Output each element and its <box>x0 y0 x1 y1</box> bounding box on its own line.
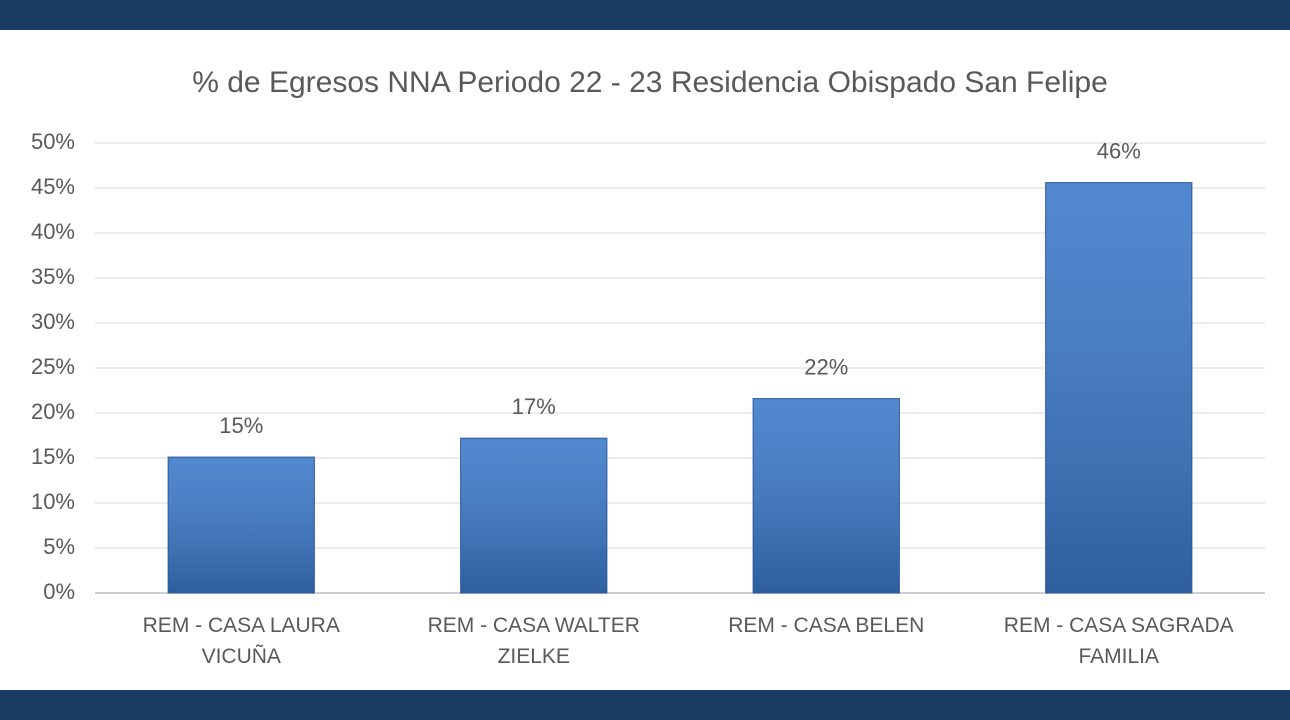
y-tick-label: 45% <box>31 174 75 199</box>
top-band <box>0 0 1290 30</box>
x-tick-label: REM - CASA SAGRADA FAMILIA <box>1003 614 1234 668</box>
y-tick-label: 15% <box>31 444 75 469</box>
y-tick-label: 10% <box>31 489 75 514</box>
y-tick-label: 35% <box>31 264 75 289</box>
x-tick-label: REM - CASA WALTER ZIELKE <box>427 614 640 668</box>
bar-shade <box>1045 182 1193 594</box>
chart-title: % de Egresos NNA Periodo 22 - 23 Residen… <box>192 66 1108 99</box>
x-tick-label: REM - CASA BELEN <box>728 614 925 637</box>
bar-shade <box>752 398 900 594</box>
data-label: 17% <box>512 394 556 419</box>
y-tick-label: 40% <box>31 219 75 244</box>
bar-shade <box>167 456 315 594</box>
data-label: 15% <box>219 413 263 438</box>
y-tick-label: 0% <box>43 579 75 604</box>
x-tick-label: REM - CASA LAURA VICUÑA <box>142 614 340 668</box>
y-tick-label: 5% <box>43 534 75 559</box>
y-tick-label: 30% <box>31 309 75 334</box>
y-tick-label: 20% <box>31 399 75 424</box>
y-tick-label: 25% <box>31 354 75 379</box>
data-label: 22% <box>804 354 848 379</box>
bottom-band <box>0 690 1290 720</box>
data-label: 46% <box>1097 138 1141 163</box>
y-tick-label: 50% <box>31 129 75 154</box>
bar-shade <box>460 437 608 594</box>
